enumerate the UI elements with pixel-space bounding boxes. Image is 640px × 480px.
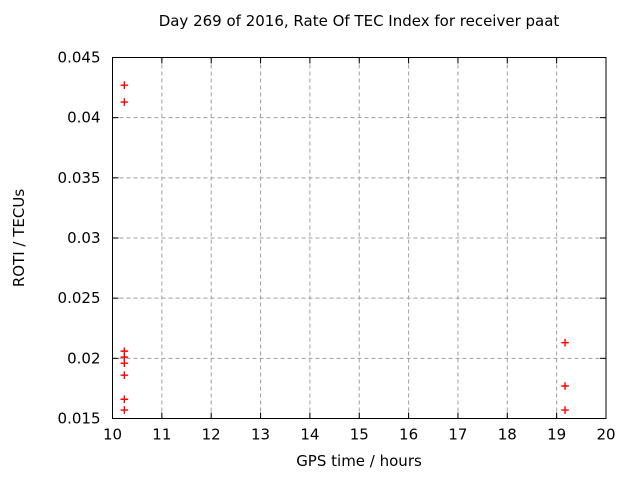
y-tick-label: 0.035 [58,169,101,187]
data-point-marker [120,98,129,106]
x-tick-label: 18 [498,426,517,444]
data-point-marker [120,81,129,89]
y-tick-label: 0.025 [58,289,101,307]
y-tick-label: 0.04 [67,109,100,127]
y-tick-label: 0.045 [58,49,101,67]
x-tick-label: 12 [202,426,221,444]
x-tick-label: 13 [251,426,270,444]
chart-title: Day 269 of 2016, Rate Of TEC Index for r… [158,12,560,30]
y-tick-label: 0.015 [58,410,101,428]
x-tick-label: 17 [448,426,467,444]
x-axis-label: GPS time / hours [296,452,422,470]
x-tick-label: 16 [399,426,418,444]
data-point-marker [561,406,569,414]
x-tick-label: 20 [596,426,615,444]
y-tick-label: 0.02 [67,349,100,367]
x-tick-label: 14 [300,426,319,444]
data-point-marker [561,382,569,390]
x-tick-label: 15 [350,426,369,444]
x-tick-label: 11 [152,426,171,444]
x-tick-label: 10 [103,426,122,444]
x-tick-label: 19 [547,426,566,444]
data-point-marker [561,338,569,347]
data-point-marker [120,406,129,414]
data-point-marker [120,371,129,379]
data-point-marker [120,395,129,404]
data-point-marker [120,359,129,367]
y-tick-label: 0.03 [67,229,100,247]
